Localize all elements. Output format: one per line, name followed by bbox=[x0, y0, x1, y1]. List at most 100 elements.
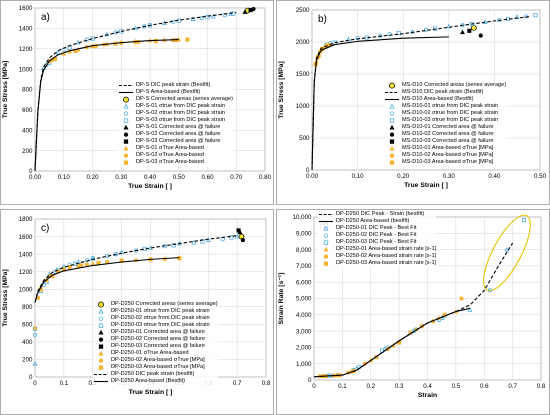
data-point bbox=[79, 263, 84, 268]
legend-label: DP-D250-03 DIC Peak - Best Fit bbox=[336, 239, 417, 245]
legend-label: DP-D250-02 Area-based strain rate [s-1] bbox=[336, 253, 437, 259]
legend-label: DP-D250-01 Corrected area @ failure bbox=[111, 329, 205, 335]
legend-marker bbox=[123, 103, 129, 109]
legend-entry: DP-D250-02 DIC Peak - Best Fit bbox=[318, 232, 436, 239]
legend-label: DP-D250-02 Area-based σTrue [MPa] bbox=[111, 357, 205, 363]
legend: DP-D250 Corrected areas (series average)… bbox=[93, 301, 218, 385]
legend-label: DP-S Corrected areas (series average) bbox=[136, 96, 233, 102]
legend-label: DP-D250-03 Corrected area @ failure bbox=[111, 343, 205, 349]
y-tick-label: 0 bbox=[29, 374, 33, 381]
legend-symbol bbox=[98, 344, 104, 349]
y-tick-label: 1800 bbox=[19, 216, 33, 223]
data-point bbox=[248, 7, 253, 13]
y-tick-label: 1600 bbox=[19, 5, 33, 12]
legend-symbol bbox=[119, 84, 133, 87]
x-tick-label: 0.2 bbox=[366, 383, 375, 390]
legend-symbol bbox=[123, 139, 129, 144]
y-tick-label: 7,000 bbox=[296, 263, 312, 270]
legend-label: DP-D250-01 σtrue from DIC peak strain bbox=[111, 308, 210, 314]
legend-marker bbox=[123, 118, 129, 123]
data-point bbox=[236, 228, 241, 233]
series-markers bbox=[460, 29, 465, 35]
legend-marker bbox=[389, 139, 395, 144]
legend-symbol bbox=[98, 337, 104, 342]
legend-marker bbox=[98, 316, 104, 321]
chart-panel-a: 0.00 0.10 0.20 0.30 0.40 0.50 0.60 0.70 0.80 0 200… bbox=[0, 0, 274, 205]
legend-entry: DP-D250-03 Area-based strain rate [s-1] bbox=[318, 260, 436, 267]
data-point bbox=[471, 25, 477, 31]
x-tick-label: 0.8 bbox=[262, 380, 271, 387]
legend-entry: DP-S DIC peak strain (Bestfit) bbox=[118, 82, 233, 89]
legend-marker bbox=[389, 160, 395, 165]
legend-symbol bbox=[98, 316, 104, 321]
legend-entry: DP-S-02 Corrected area @ failure bbox=[118, 131, 233, 138]
legend-entry: DP-D250 Corrected areas (series average) bbox=[93, 301, 218, 308]
series-markers bbox=[478, 33, 483, 38]
y-axis-label: True Stress [MPa] bbox=[278, 61, 285, 118]
y-tick-label: 5,000 bbox=[296, 296, 312, 303]
chart-panel-b: 0.00 0.10 0.20 0.30 0.40 0.50 0 500 1000 1500 2000… bbox=[276, 0, 550, 205]
data-point bbox=[93, 44, 98, 49]
legend-entry: MS-D10-03 Area-based σTrue [MPa] bbox=[384, 159, 506, 166]
panel-label: a) bbox=[41, 12, 50, 23]
legend-symbol bbox=[389, 124, 395, 130]
data-point bbox=[153, 39, 158, 44]
x-tick-label: 0.30 bbox=[115, 174, 128, 181]
legend-marker bbox=[123, 160, 129, 165]
legend-label: MS-D10-03 σtrue from DIC peak strain bbox=[402, 117, 499, 123]
data-point bbox=[409, 28, 415, 34]
legend-label: DP-D250-01 σTrue Area-based bbox=[111, 350, 189, 356]
series-markers bbox=[471, 25, 477, 31]
legend-marker bbox=[98, 358, 104, 363]
x-tick-label: 0.7 bbox=[233, 380, 242, 387]
data-point bbox=[229, 235, 234, 240]
y-tick-label: 200 bbox=[22, 148, 33, 155]
legend-entry: DP-S-02 σTrue Area-based bbox=[118, 152, 233, 159]
panel-label: c) bbox=[41, 223, 49, 234]
legend-symbol bbox=[98, 365, 104, 370]
legend-symbol bbox=[123, 153, 129, 158]
panel-label: b) bbox=[318, 14, 327, 25]
legend-label: DP-S DIC peak strain (Bestfit) bbox=[136, 82, 211, 88]
data-point bbox=[460, 29, 465, 35]
data-point bbox=[234, 233, 240, 239]
legend-entry: DP-D250-02 σtrue from DIC peak strain bbox=[93, 315, 218, 322]
data-point bbox=[32, 332, 38, 337]
legend-label: DP-S-01 σTrue Area-based bbox=[136, 145, 204, 151]
y-tick-label: 0 bbox=[306, 167, 310, 174]
x-axis-label: True Strain [ ] bbox=[404, 182, 448, 189]
data-point bbox=[199, 16, 204, 21]
legend-symbol bbox=[98, 308, 104, 314]
legend-marker bbox=[323, 225, 329, 231]
legend-entry: MS-D10-03 σtrue from DIC peak strain bbox=[384, 117, 506, 124]
data-point bbox=[113, 252, 118, 257]
series-line bbox=[34, 257, 180, 303]
series-markers bbox=[248, 7, 253, 13]
y-tick-label: 8,000 bbox=[296, 247, 312, 254]
x-tick-label: 0.50 bbox=[534, 173, 547, 180]
legend-entry: DP-D250-01 σTrue Area-based bbox=[93, 350, 218, 357]
y-tick-label: 1000 bbox=[296, 103, 310, 110]
y-tick-label: 400 bbox=[22, 127, 33, 134]
legend-label: DP-D250 DIC peak strain (bestfit) bbox=[111, 371, 195, 377]
data-point bbox=[504, 246, 510, 252]
y-tick-label: 4,000 bbox=[296, 312, 312, 319]
legend-marker bbox=[389, 132, 395, 137]
legend-label: MS-D10-01 σtrue from DIC peak strain bbox=[402, 103, 499, 109]
legend-label: DP-D250 Area-based (bestfit) bbox=[336, 218, 410, 224]
y-tick-label: 10,000 bbox=[293, 214, 312, 221]
legend-entry: DP-D250-03 σtrue from DIC peak strain bbox=[93, 322, 218, 329]
y-tick-label: 1500 bbox=[296, 71, 310, 78]
legend-symbol bbox=[123, 103, 129, 109]
y-tick-label: 2,000 bbox=[296, 345, 312, 352]
legend-symbol bbox=[389, 111, 395, 116]
legend-entry: DP-D250-03 Area-based σTrue [MPa] bbox=[93, 364, 218, 371]
legend-marker bbox=[323, 240, 329, 245]
data-point bbox=[84, 37, 89, 42]
data-point bbox=[446, 23, 452, 29]
data-point bbox=[433, 26, 438, 31]
legend-symbol bbox=[123, 111, 129, 116]
y-tick-label: 1200 bbox=[19, 269, 33, 276]
legend-label: DP-D250-02 DIC Peak - Best Fit bbox=[336, 232, 417, 238]
legend-label: DP-D250-03 σtrue from DIC peak strain bbox=[111, 322, 210, 328]
